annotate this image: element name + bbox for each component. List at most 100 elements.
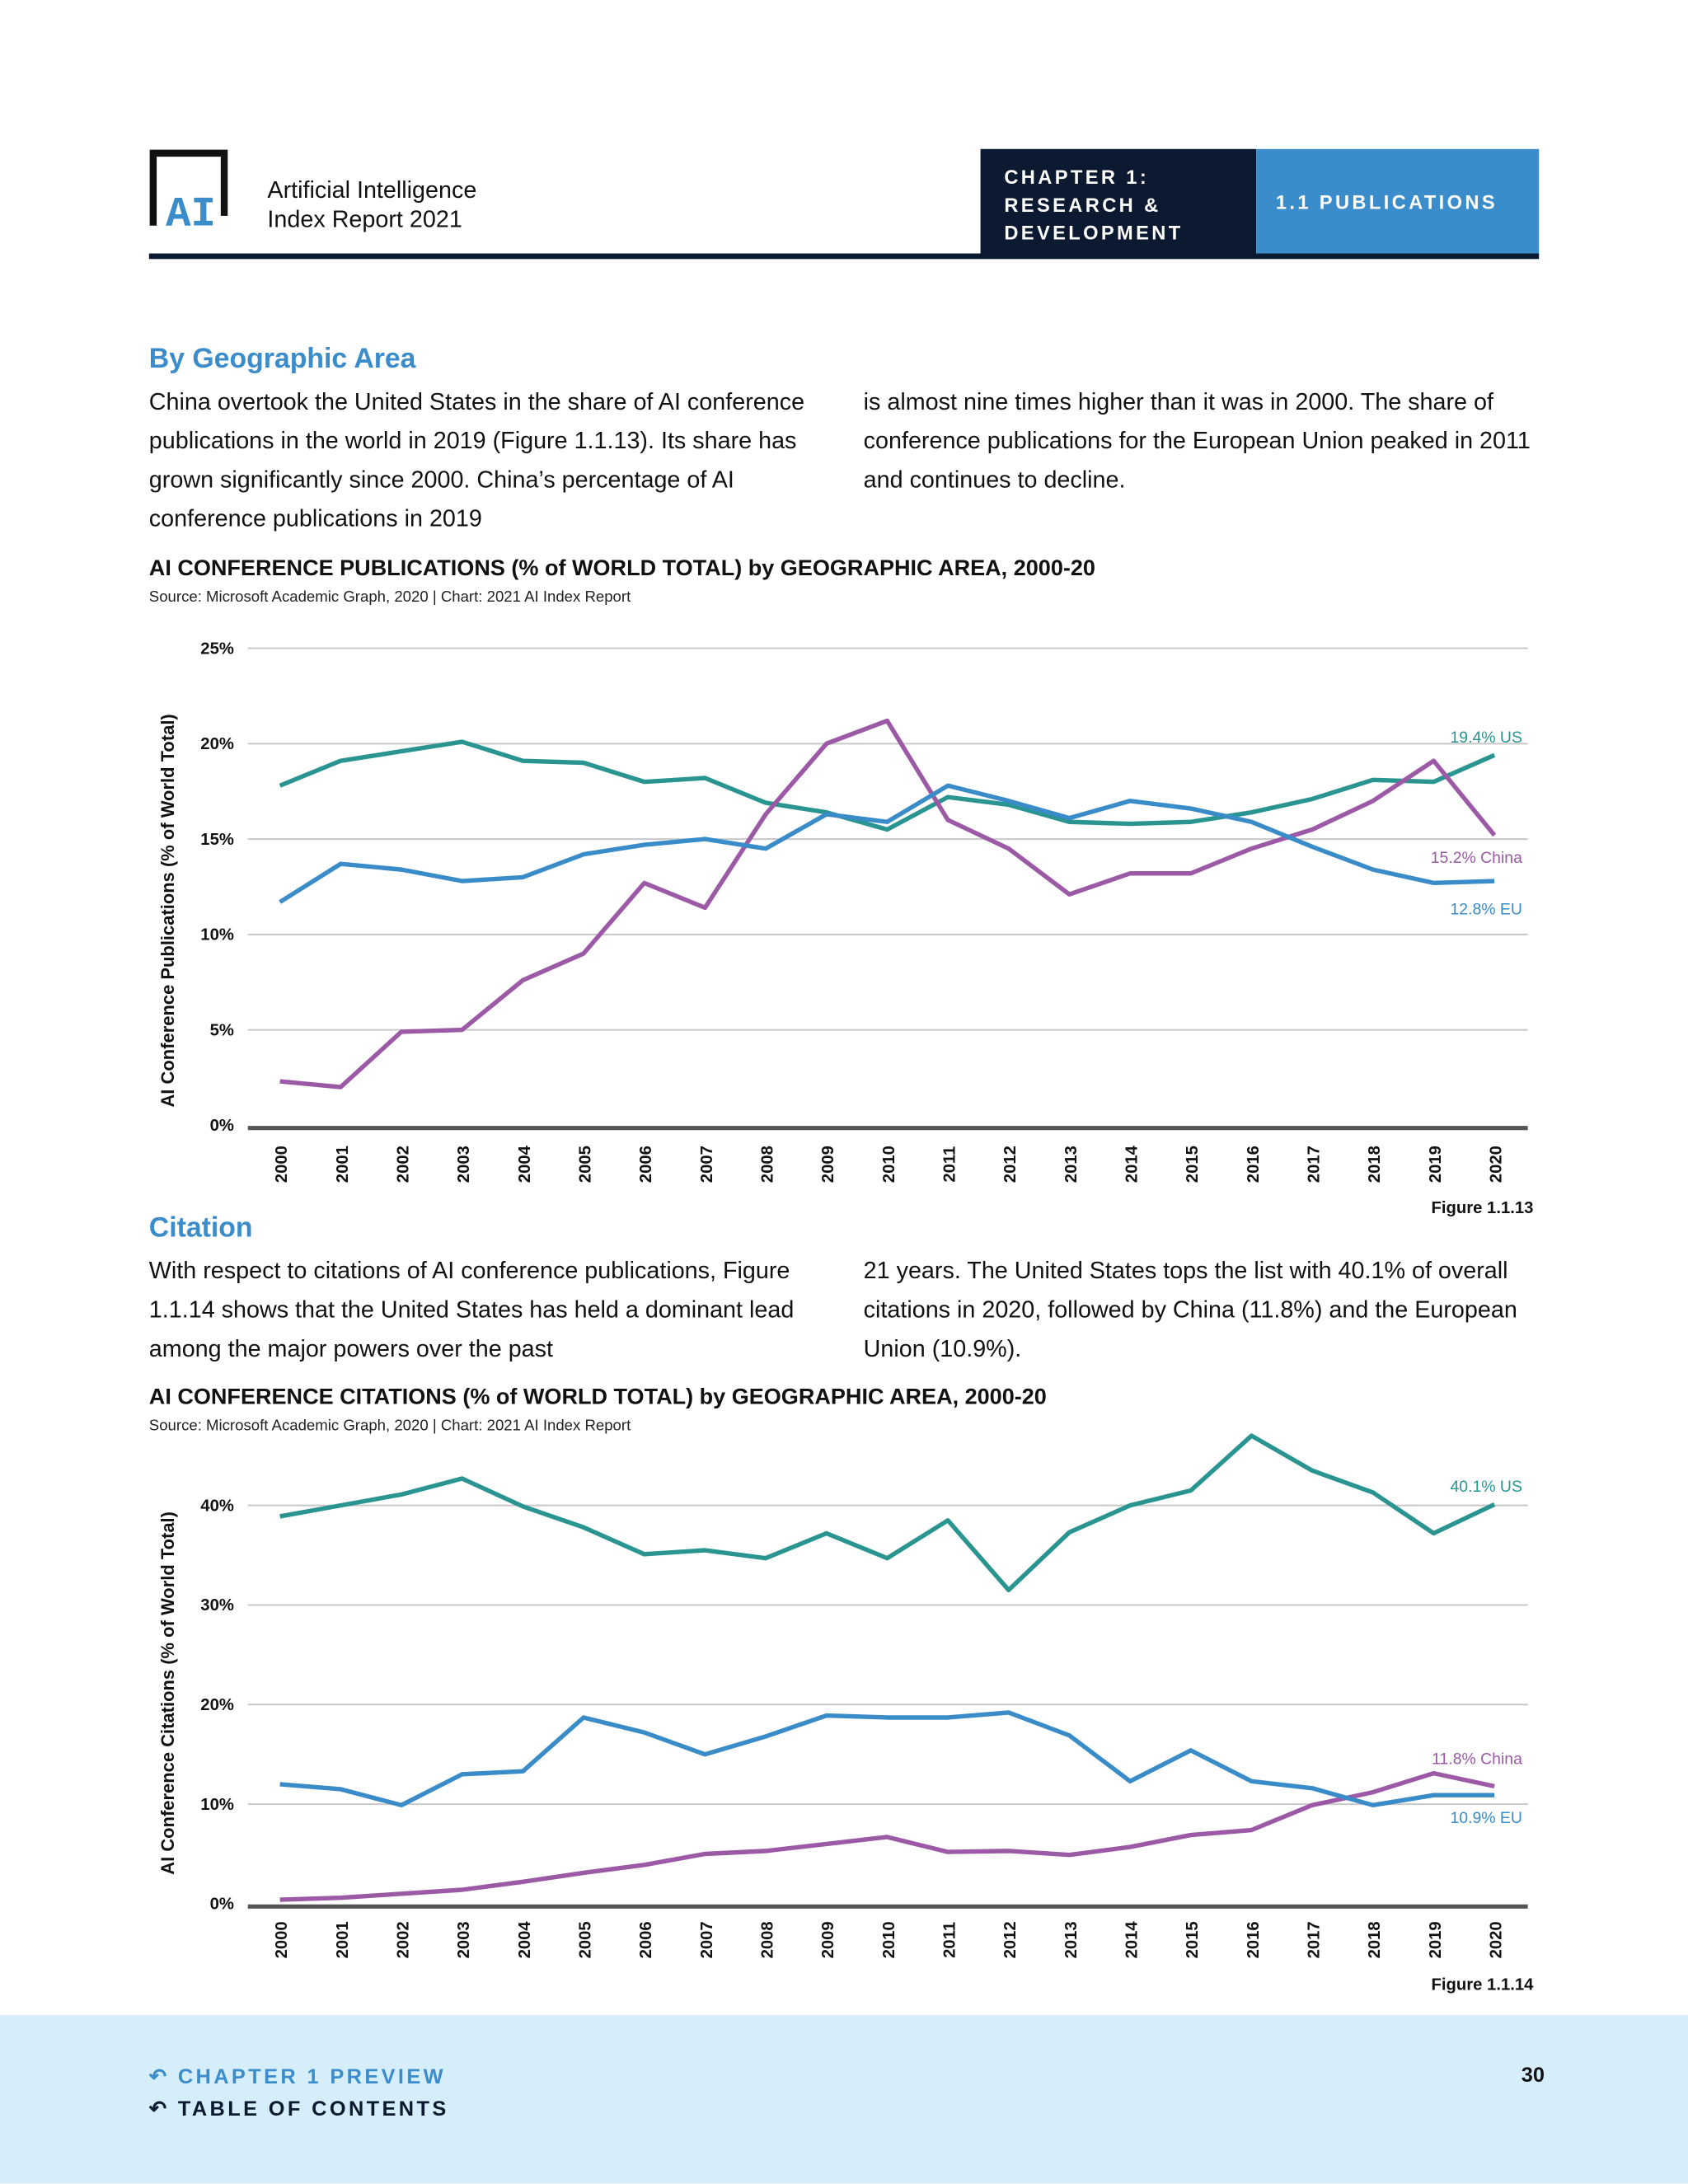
series-end-label: 15.2% China — [1431, 849, 1522, 867]
x-tick-label: 2000 — [273, 1146, 291, 1183]
x-tick-label: 2010 — [880, 1921, 898, 1958]
table-of-contents-link[interactable]: ↶ TABLE OF CONTENTS — [149, 2096, 449, 2121]
y-axis-title: AI Conference Citations (% of World Tota… — [157, 1511, 178, 1875]
x-tick-label: 2015 — [1184, 1921, 1202, 1958]
x-tick-label: 2006 — [637, 1921, 655, 1958]
x-tick-label: 2006 — [637, 1146, 655, 1183]
body-text: 21 years. The United States tops the lis… — [863, 1257, 1517, 1362]
chapter-preview-link[interactable]: ↶ CHAPTER 1 PREVIEW — [148, 2064, 446, 2089]
x-tick-label: 2018 — [1366, 1146, 1384, 1183]
x-tick-label: 2004 — [516, 1921, 534, 1959]
section-heading: By Geographic Area — [148, 344, 416, 375]
chart-source: Source: Microsoft Academic Graph, 2020 |… — [148, 1418, 631, 1435]
x-tick-label: 2002 — [394, 1146, 412, 1183]
header-divider — [148, 253, 1540, 260]
chapter-line: CHAPTER 1: — [1004, 166, 1150, 189]
x-tick-label: 2003 — [455, 1146, 473, 1183]
x-tick-label: 2009 — [819, 1921, 837, 1958]
y-tick-label: 15% — [200, 831, 234, 849]
x-tick-label: 2001 — [334, 1146, 352, 1183]
x-tick-label: 2018 — [1366, 1921, 1384, 1958]
body-text: is almost nine times higher than it was … — [863, 388, 1531, 494]
series-end-label: 40.1% US — [1450, 1478, 1522, 1496]
y-tick-label: 20% — [200, 1696, 234, 1714]
x-tick-label: 2016 — [1245, 1146, 1263, 1183]
y-tick-label: 10% — [200, 926, 234, 944]
y-tick-label: 5% — [210, 1021, 234, 1039]
chapter-line: DEVELOPMENT — [1004, 221, 1184, 244]
x-tick-label: 2020 — [1488, 1146, 1506, 1183]
chapter-tab[interactable]: CHAPTER 1: RESEARCH & DEVELOPMENT — [980, 148, 1257, 255]
x-tick-label: 2019 — [1427, 1921, 1445, 1958]
y-tick-label: 30% — [200, 1596, 234, 1615]
toc-label: TABLE OF CONTENTS — [177, 2097, 449, 2121]
x-tick-label: 2014 — [1123, 1145, 1142, 1183]
ai-index-logo: AI — [149, 149, 228, 239]
citations-chart: 0% 10% 20% 30% 40% AI Conference Citations (%… — [157, 1433, 1528, 1959]
brand-line-1: Artificial Intelligence — [267, 176, 477, 204]
x-tick-label: 2000 — [273, 1921, 291, 1958]
chart-source: Source: Microsoft Academic Graph, 2020 |… — [148, 588, 631, 607]
series-line-china — [279, 1770, 1495, 1902]
x-tick-label: 2003 — [455, 1921, 473, 1958]
y-tick-label: 10% — [200, 1796, 234, 1814]
series-line-eu — [279, 1710, 1495, 1808]
series-end-label: 19.4% US — [1450, 729, 1522, 747]
x-tick-label: 2002 — [394, 1921, 412, 1958]
y-tick-label: 0% — [210, 1896, 234, 1914]
return-arrow-icon: ↶ — [148, 2097, 178, 2121]
publications-chart: 0% 5% 10% 15% 20% 25% AI Conference Publicatio… — [157, 640, 1528, 1183]
x-tick-label: 2020 — [1488, 1921, 1506, 1958]
x-tick-label: 2004 — [516, 1145, 534, 1183]
footer: ↶ CHAPTER 1 PREVIEW ↶ TABLE OF CONTENTS … — [0, 2015, 1688, 2184]
x-tick-label: 2012 — [1001, 1146, 1020, 1183]
return-arrow-icon: ↶ — [148, 2064, 178, 2089]
x-tick-label: 2013 — [1062, 1921, 1081, 1958]
x-tick-label: 2010 — [880, 1146, 898, 1183]
page-number: 30 — [1521, 2064, 1545, 2088]
series-end-label: 10.9% EU — [1450, 1809, 1522, 1827]
x-tick-label: 2016 — [1245, 1921, 1263, 1958]
logo-text: AI — [166, 192, 216, 232]
series-line-us — [279, 739, 1496, 832]
x-tick-label: 2001 — [334, 1921, 352, 1958]
x-tick-label: 2012 — [1001, 1921, 1020, 1958]
x-tick-label: 2011 — [941, 1146, 959, 1183]
chapter-preview-label: CHAPTER 1 PREVIEW — [177, 2064, 446, 2089]
series-end-label: 11.8% China — [1432, 1750, 1522, 1768]
y-tick-label: 40% — [200, 1497, 234, 1515]
x-tick-label: 2005 — [576, 1921, 594, 1958]
brand-line-2: Index Report 2021 — [267, 206, 462, 233]
x-tick-label: 2014 — [1123, 1921, 1142, 1959]
x-tick-label: 2008 — [758, 1146, 776, 1183]
x-tick-label: 2007 — [698, 1146, 716, 1183]
section-heading: Citation — [148, 1212, 253, 1244]
x-tick-label: 2005 — [576, 1146, 594, 1183]
x-tick-label: 2015 — [1184, 1146, 1202, 1183]
x-tick-label: 2011 — [941, 1922, 959, 1958]
report-brand: Artificial Intelligence Index Report 202… — [267, 176, 476, 234]
y-tick-label: 20% — [200, 735, 234, 753]
chart-title: AI CONFERENCE CITATIONS (% of WORLD TOTA… — [148, 1385, 1047, 1410]
x-tick-label: 2019 — [1427, 1146, 1445, 1183]
series-end-label: 12.8% EU — [1450, 901, 1522, 919]
x-tick-label: 2017 — [1306, 1146, 1324, 1183]
chapter-line: RESEARCH & — [1004, 193, 1161, 216]
y-tick-label: 25% — [200, 640, 234, 658]
series-line-china — [279, 718, 1497, 1090]
section-tab[interactable]: 1.1 PUBLICATIONS — [1256, 148, 1540, 255]
body-text: China overtook the United States in the … — [148, 388, 805, 532]
series-line-us — [279, 1433, 1496, 1593]
x-tick-label: 2007 — [698, 1921, 716, 1958]
x-tick-label: 2013 — [1062, 1146, 1081, 1183]
x-tick-label: 2008 — [758, 1921, 776, 1958]
figure-label: Figure 1.1.13 — [1431, 1197, 1534, 1217]
body-text: With respect to citations of AI conferen… — [148, 1257, 795, 1362]
x-tick-label: 2017 — [1306, 1921, 1324, 1958]
x-tick-label: 2009 — [819, 1146, 837, 1183]
chart-title: AI CONFERENCE PUBLICATIONS (% of WORLD T… — [148, 556, 1095, 581]
y-axis-title: AI Conference Publications (% of World T… — [157, 714, 178, 1107]
series-line-eu — [279, 783, 1495, 904]
y-tick-label: 0% — [210, 1117, 234, 1135]
